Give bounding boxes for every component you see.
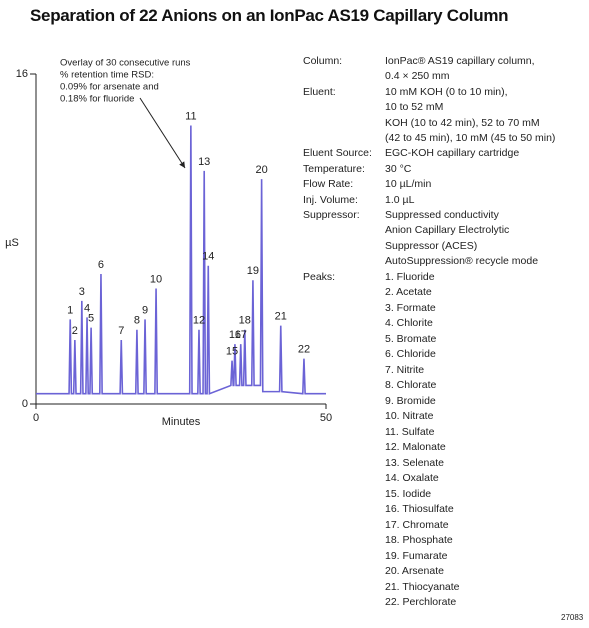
condition-label: Eluent Source:	[303, 147, 372, 160]
condition-value: (42 to 45 min), 10 mM (45 to 50 min)	[385, 132, 556, 144]
condition-value: AutoSuppression® recycle mode	[385, 255, 539, 268]
y-axis-label: µS	[5, 237, 19, 249]
x-axis-label: Minutes	[162, 416, 201, 428]
peak-label: 17	[235, 329, 247, 341]
peak-label: 1	[67, 304, 73, 316]
annotation: % retention time RSD:	[60, 70, 154, 81]
y-tick-label: 16	[16, 68, 28, 80]
chart-title: Separation of 22 Anions on an IonPac AS1…	[30, 6, 509, 25]
peak-label: 10	[150, 273, 162, 285]
condition-value: 10 to 52 mM	[385, 101, 444, 114]
x-tick-label: 0	[33, 412, 39, 424]
condition-value: Suppressor (ACES)	[385, 239, 478, 252]
peak-label: 8	[134, 315, 140, 327]
annotation-arrow	[139, 97, 186, 169]
peak-name: 18. Phosphate	[385, 534, 453, 547]
condition-label: Suppressor:	[303, 209, 360, 221]
condition-value: KOH (10 to 42 min), 52 to 70 mM	[385, 116, 540, 129]
peak-name: 4. Chlorite	[385, 317, 433, 330]
annotation: 0.18% for fluoride	[60, 94, 134, 105]
peak-name: 7. Nitrite	[385, 363, 425, 376]
condition-value: 10 µL/min	[385, 178, 432, 191]
peak-name: 22. Perchlorate	[385, 596, 457, 609]
peak-name: 9. Bromide	[385, 394, 436, 407]
peak-label: 16	[229, 329, 241, 341]
condition-value: 1.0 µL	[385, 193, 415, 206]
peak-name: 19. Fumarate	[385, 549, 448, 562]
condition-label: Temperature:	[303, 162, 365, 175]
peak-name: 16. Thiosulfate	[385, 503, 454, 516]
condition-value: IonPac® AS19 capillary column,	[385, 55, 535, 67]
peak-label: 11	[185, 110, 196, 122]
peak-name: 21. Thiocyanate	[385, 580, 460, 593]
peak-name: 6. Chloride	[385, 348, 436, 361]
condition-label: Peaks:	[303, 270, 336, 283]
condition-value: EGC-KOH capillary cartridge	[385, 147, 520, 160]
peak-label: 6	[98, 259, 104, 271]
condition-value: Anion Capillary Electrolytic	[385, 224, 510, 237]
peak-name: 17. Chromate	[385, 518, 449, 531]
peak-name: 13. Selenate	[385, 456, 444, 469]
y-tick-label: 0	[22, 398, 28, 410]
condition-label: Flow Rate:	[303, 178, 354, 191]
peak-name: 12. Malonate	[385, 441, 446, 454]
peak-label: 3	[79, 286, 85, 298]
peak-name: 3. Formate	[385, 301, 436, 314]
condition-label: Column:	[303, 55, 343, 67]
x-tick-label: 50	[320, 412, 332, 424]
peak-name: 5. Bromate	[385, 332, 437, 345]
peak-label: 20	[255, 164, 267, 176]
peak-name: 14. Oxalate	[385, 472, 439, 485]
condition-label: Inj. Volume:	[303, 193, 358, 206]
peak-label: 7	[118, 325, 124, 337]
peak-label: 2	[72, 325, 78, 337]
condition-value: Suppressed conductivity	[385, 209, 499, 221]
peak-label: 15	[226, 346, 238, 358]
peak-name: 11. Sulfate	[385, 425, 435, 438]
annotation: Overlay of 30 consecutive runs	[60, 58, 191, 69]
peak-label: 12	[193, 315, 205, 327]
figure-id: 27083	[561, 613, 584, 622]
peak-label: 19	[247, 265, 259, 277]
peak-name: 20. Arsenate	[385, 565, 444, 578]
peak-name: 10. Nitrate	[385, 410, 434, 423]
condition-value: 0.4 × 250 mm	[385, 70, 450, 83]
peak-label: 14	[202, 251, 214, 263]
peak-label: 5	[88, 313, 94, 325]
peak-name: 8. Chlorate	[385, 379, 437, 392]
peak-label: 4	[84, 302, 90, 314]
condition-value: 30 °C	[385, 162, 412, 175]
peak-label: 22	[298, 344, 310, 356]
peak-label: 9	[142, 304, 148, 316]
annotation: 0.09% for arsenate and	[60, 82, 159, 93]
condition-label: Eluent:	[303, 85, 336, 98]
peak-label: 13	[198, 156, 210, 168]
peak-name: 2. Acetate	[385, 286, 432, 299]
condition-value: 10 mM KOH (0 to 10 min),	[385, 85, 508, 98]
peak-label: 21	[275, 311, 287, 323]
trace	[36, 125, 326, 395]
peak-label: 18	[239, 315, 251, 327]
peak-name: 1. Fluoride	[385, 270, 435, 283]
peak-name: 15. Iodide	[385, 487, 432, 500]
